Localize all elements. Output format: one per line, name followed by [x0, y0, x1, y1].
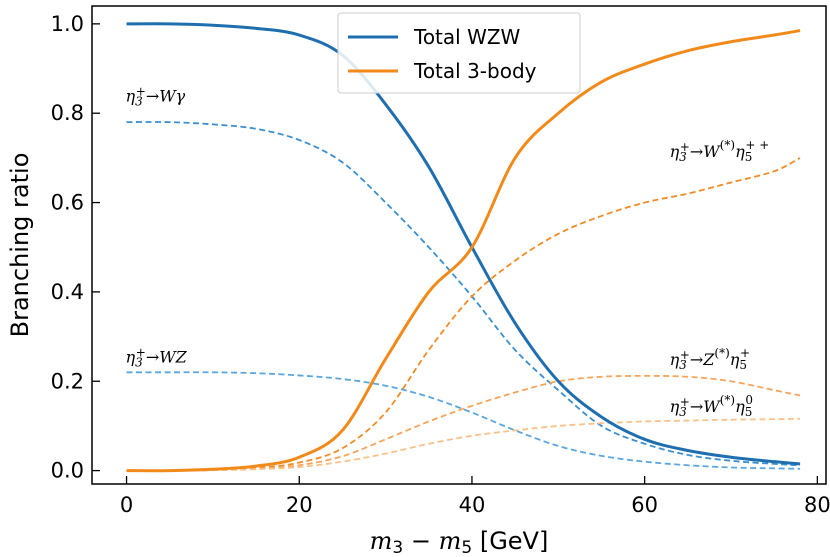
- x-tick-label: 0: [120, 493, 133, 517]
- axis-ticks: 0 20 40 60 80 0.0 0.2 0.4 0.6 0.8 1.0: [51, 12, 830, 517]
- x-tick-label: 20: [286, 493, 313, 517]
- series-line-1: [126, 29, 801, 473]
- x-tick-label: 80: [804, 493, 830, 517]
- y-tick-label: 0.8: [51, 101, 84, 125]
- y-tick-label: 0.2: [51, 369, 84, 393]
- curve-annotation: η3+→WZ: [126, 346, 188, 370]
- y-axis-label: Branching ratio: [6, 153, 34, 338]
- curve-annotations: η3+→Wγ η3+→WZ η3+→W(*)η5+ + η3+→Z(*)η5+ η3+→…: [126, 84, 770, 418]
- curve-annotation: η3+→Wγ: [126, 84, 186, 108]
- plot-frame: [91, 5, 827, 485]
- y-tick-label: 1.0: [51, 12, 84, 36]
- curve-annotation: η3+→W(*)η50: [670, 393, 753, 419]
- legend: Total WZW Total 3-body: [337, 12, 581, 94]
- x-axis-label: m3 − m5 [GeV]: [370, 527, 549, 557]
- series-line-6: [126, 417, 801, 472]
- y-tick-label: 0.4: [51, 280, 84, 304]
- legend-label: Total WZW: [413, 25, 521, 49]
- legend-label: Total 3-body: [413, 59, 537, 83]
- y-tick-label: 0.0: [51, 459, 84, 483]
- series-line-4: [126, 157, 801, 472]
- series-curves: [126, 22, 801, 473]
- y-tick-label: 0.6: [51, 191, 84, 215]
- curve-annotation: η3+→W(*)η5+ +: [670, 138, 770, 164]
- series-line-3: [126, 371, 801, 470]
- x-tick-label: 40: [459, 493, 486, 517]
- curve-annotation: η3+→Z(*)η5+: [670, 346, 751, 372]
- x-tick-label: 60: [631, 493, 658, 517]
- legend-box: [337, 12, 581, 94]
